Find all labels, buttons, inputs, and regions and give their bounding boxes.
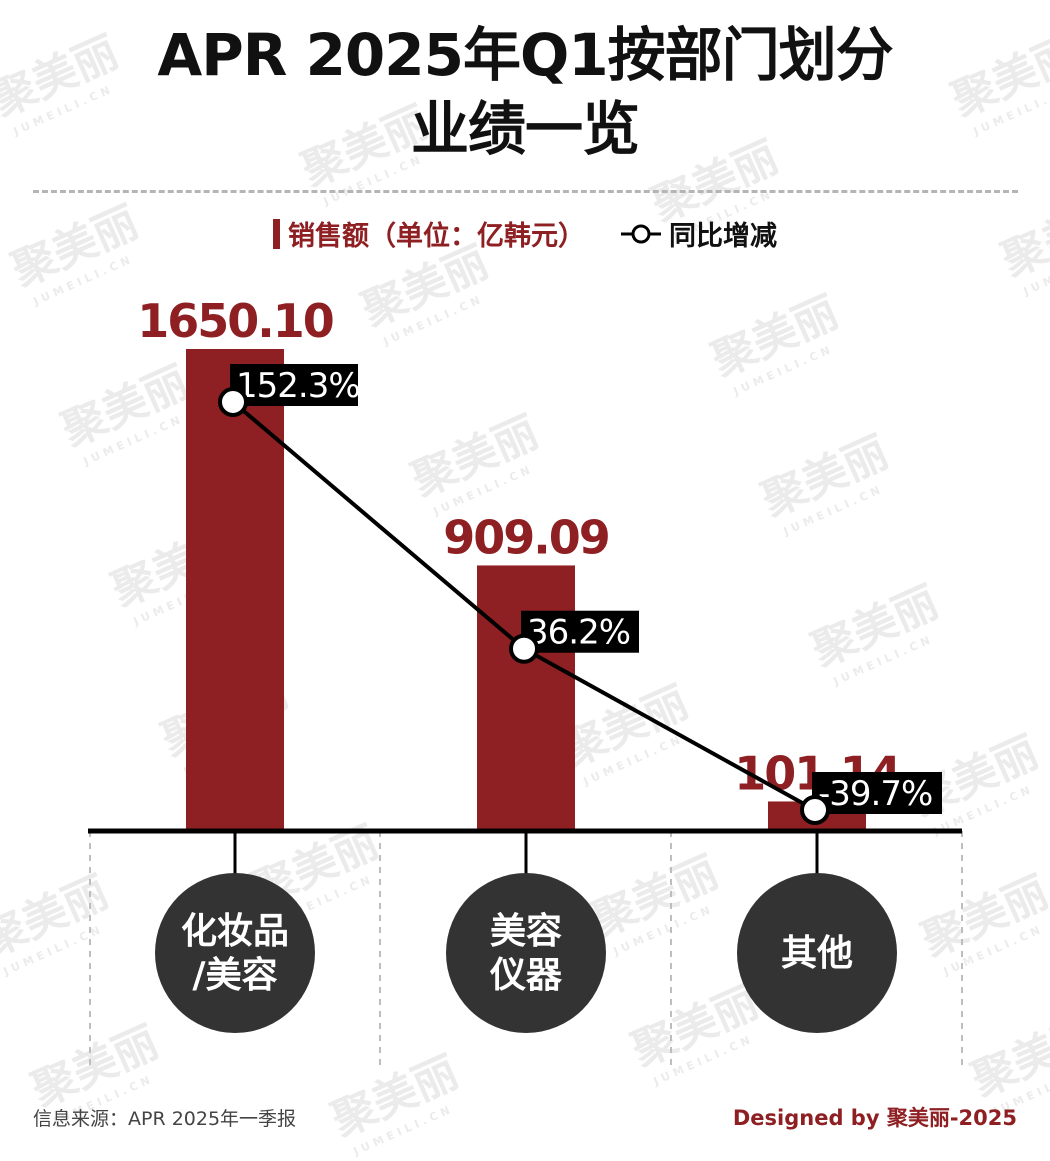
category-label: 其他 — [781, 933, 853, 974]
bar-value-label: 1650.10 — [137, 294, 333, 348]
x-axis-ticks — [233, 831, 819, 874]
category-label: 美容 — [490, 911, 562, 952]
yoy-label-box — [230, 364, 358, 406]
category-separators — [89, 831, 963, 1065]
chart-legend: 销售额（单位：亿韩元） 同比增减 — [0, 214, 1050, 253]
yoy-point — [509, 633, 539, 664]
line-legend-marker — [621, 224, 661, 243]
category-circle — [155, 873, 315, 1033]
bar — [186, 349, 284, 831]
bar-legend-label: 销售额（单位：亿韩元） — [288, 221, 585, 252]
yoy-value-label: 152.3% — [236, 366, 360, 406]
designer-credit: Designed by 聚美丽-2025 — [732, 1106, 1017, 1130]
title-divider — [33, 190, 1018, 193]
category-circle — [446, 873, 606, 1033]
yoy-point — [218, 387, 248, 417]
chart-title-line-1: APR 2025年Q1按部门划分 — [157, 21, 893, 89]
yoy-point — [800, 795, 830, 825]
chart-title: APR 2025年Q1按部门划分 业绩一览 — [0, 18, 1050, 166]
chart-title-line-2: 业绩一览 — [410, 95, 640, 163]
category-circle — [737, 873, 897, 1033]
yoy-value-label: -39.7% — [818, 774, 932, 814]
category-label: /美容 — [192, 955, 277, 996]
yoy-value-label: 36.2% — [527, 613, 630, 653]
yoy-label-box — [521, 610, 639, 653]
bar-value-label: 909.09 — [443, 510, 609, 564]
bar — [477, 565, 575, 831]
category-label: 化妆品 — [181, 911, 289, 952]
line-legend-label: 同比增减 — [669, 221, 777, 252]
bar-legend-swatch — [273, 218, 280, 249]
source-note: 信息来源：APR 2025年一季报 — [33, 1108, 297, 1130]
category-label: 仪器 — [489, 955, 563, 996]
line-series: 152.3% 36.2% -39.7% — [218, 364, 942, 825]
yoy-label-box — [812, 772, 942, 814]
